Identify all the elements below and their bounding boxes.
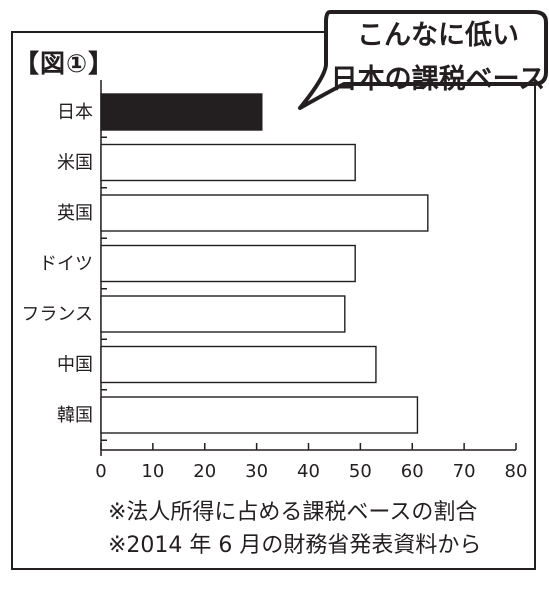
bar-5 bbox=[100, 345, 377, 384]
x-tick-label-0: 0 bbox=[95, 461, 106, 482]
note-line-2: ※2014 年 6 月の財務省発表資料から bbox=[108, 533, 482, 558]
category-label-0: 日本 bbox=[57, 102, 93, 123]
category-label-5: 中国 bbox=[57, 355, 93, 376]
notes: ※法人所得に占める課税ベースの割合 ※2014 年 6 月の財務省発表資料から bbox=[108, 496, 481, 562]
category-label-4: フランス bbox=[21, 304, 93, 325]
x-tick-label-50: 50 bbox=[349, 461, 372, 482]
x-tick-label-30: 30 bbox=[245, 461, 268, 482]
x-tick-label-20: 20 bbox=[193, 461, 216, 482]
x-tick-label-70: 70 bbox=[453, 461, 476, 482]
bar-4 bbox=[100, 295, 346, 333]
callout-line-1: こんなに低い bbox=[357, 20, 519, 51]
category-label-6: 韓国 bbox=[57, 405, 93, 426]
category-label-2: 英国 bbox=[57, 203, 93, 224]
x-tick-label-60: 60 bbox=[401, 461, 424, 482]
note-line-1: ※法人所得に占める課税ベースの割合 bbox=[108, 500, 478, 525]
x-tick-label-40: 40 bbox=[297, 461, 320, 482]
bar-6 bbox=[100, 396, 419, 434]
bar-2 bbox=[100, 194, 429, 232]
callout-text: こんなに低い 日本の課税ベース bbox=[330, 14, 546, 102]
bar-1 bbox=[100, 143, 356, 182]
bar-3 bbox=[100, 244, 356, 283]
figure-label: 【図①】 bbox=[14, 49, 115, 78]
speech-bubble bbox=[298, 10, 548, 110]
x-tick-label-80: 80 bbox=[505, 461, 528, 482]
category-label-1: 米国 bbox=[57, 153, 93, 174]
category-label-3: ドイツ bbox=[39, 254, 93, 275]
bar-0 bbox=[100, 93, 263, 131]
x-tick-label-10: 10 bbox=[141, 461, 164, 482]
callout-line-2: 日本の課税ベース bbox=[330, 64, 546, 95]
